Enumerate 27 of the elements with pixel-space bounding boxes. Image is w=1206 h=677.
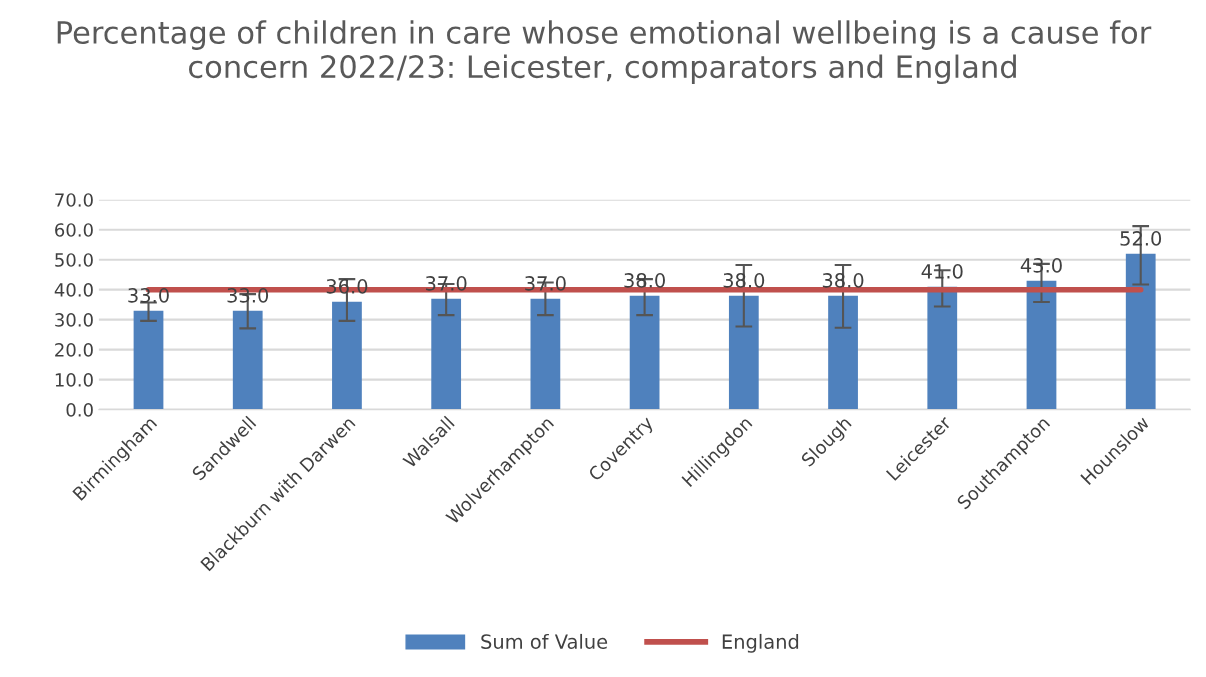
bar bbox=[1125, 253, 1156, 410]
data-label: 41.0 bbox=[921, 264, 963, 279]
bar bbox=[332, 301, 362, 410]
y-tick-label: 60.0 bbox=[55, 223, 93, 237]
y-tick-label: 0.0 bbox=[66, 403, 93, 417]
y-tick-label: 10.0 bbox=[55, 373, 93, 387]
bar bbox=[530, 298, 561, 410]
data-label: 43.0 bbox=[1020, 258, 1062, 273]
bar bbox=[828, 295, 858, 410]
data-label: 38.0 bbox=[624, 273, 665, 288]
data-label: 36.0 bbox=[326, 279, 368, 294]
bar bbox=[629, 295, 660, 410]
bar bbox=[728, 295, 759, 410]
legend-label: England bbox=[722, 633, 799, 653]
y-tick-label: 20.0 bbox=[55, 343, 93, 357]
y-tick-label: 70.0 bbox=[55, 193, 93, 207]
data-label: 33.0 bbox=[128, 288, 169, 303]
y-tick-label: 30.0 bbox=[55, 313, 93, 327]
bar bbox=[431, 298, 462, 410]
y-tick-label: 40.0 bbox=[54, 283, 93, 297]
bar bbox=[232, 310, 263, 410]
data-label: 33.0 bbox=[227, 288, 269, 303]
bar bbox=[1026, 280, 1057, 410]
legend-label: Sum of Value bbox=[481, 633, 608, 649]
chart-title: Percentage of children in care whose emotional wellbeing is a cause for concern 2022/23: Leicester, comparators and England bbox=[57, 20, 1152, 85]
y-tick-label: 50.0 bbox=[55, 253, 93, 267]
bar bbox=[133, 310, 164, 410]
